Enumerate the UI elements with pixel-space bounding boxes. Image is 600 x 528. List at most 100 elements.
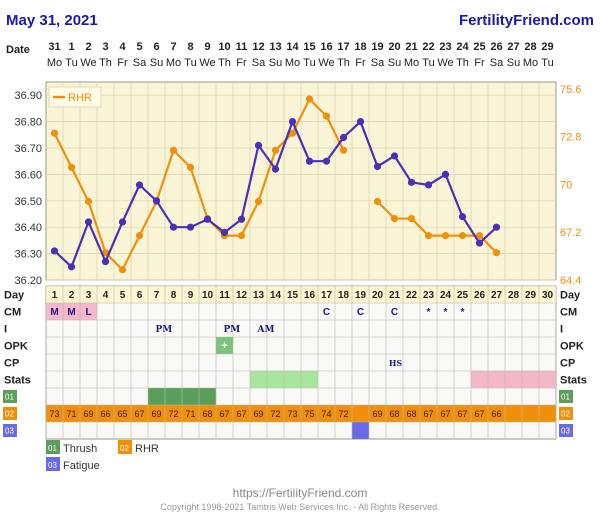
temp-point xyxy=(169,223,178,231)
row-code-swatch-right xyxy=(559,407,573,420)
intercourse-entry: AM xyxy=(257,325,275,335)
weekday-label: Su xyxy=(507,57,520,69)
day-number: 11 xyxy=(219,290,230,301)
row-label-right: I xyxy=(560,324,563,336)
legend-code03-swatch xyxy=(46,457,60,471)
rhr-point xyxy=(458,232,467,240)
date-number: 16 xyxy=(320,41,332,53)
temp-point xyxy=(322,157,331,165)
weekday-label: Tu xyxy=(541,57,553,69)
footer-copyright: Copyright 1998-2021 Tamtris Web Services… xyxy=(160,502,440,512)
temp-point xyxy=(407,178,416,186)
rhr-code-value: 71 xyxy=(185,409,195,419)
temp-point xyxy=(271,165,280,173)
date-number: 9 xyxy=(204,41,210,53)
row-label-right: OPK xyxy=(560,341,584,353)
temp-point xyxy=(152,197,161,205)
rhr-point xyxy=(407,214,416,223)
day-number: 24 xyxy=(440,290,452,301)
rhr-code-value: 67 xyxy=(440,409,450,419)
row-label-right: Day xyxy=(560,290,581,302)
legend-fatigue-label: Fatigue xyxy=(63,460,100,472)
date-number: 10 xyxy=(218,41,230,53)
day-number: 22 xyxy=(406,290,418,301)
rhr-point xyxy=(305,95,314,103)
date-number: 22 xyxy=(422,41,434,53)
row-code-label-left: 01 xyxy=(5,393,14,402)
date-number: 12 xyxy=(252,41,264,53)
temp-point xyxy=(424,181,433,189)
date-number: 15 xyxy=(303,41,315,53)
temp-point xyxy=(288,118,297,126)
weekday-label: We xyxy=(318,57,334,69)
legend-rhr-label: RHR xyxy=(68,92,92,104)
temp-point xyxy=(84,218,93,226)
weekday-label: Th xyxy=(456,57,469,69)
weekday-label: We xyxy=(437,57,453,69)
weekday-label: Tu xyxy=(65,57,77,69)
temp-tick-label: 36.80 xyxy=(14,117,42,129)
date-number: 17 xyxy=(337,41,349,53)
date-number: 4 xyxy=(119,41,126,53)
rhr-code-value: 65 xyxy=(117,409,127,419)
weekday-label: Sa xyxy=(371,57,385,69)
rhr-code-value: 67 xyxy=(219,409,229,419)
temp-tick-label: 36.70 xyxy=(14,143,42,155)
temp-point xyxy=(101,257,110,266)
weekday-label: Mo xyxy=(404,57,419,69)
rhr-point xyxy=(390,214,399,223)
weekday-label: We xyxy=(80,57,96,69)
stats-cell-green xyxy=(301,371,318,388)
day-number: 1 xyxy=(52,290,58,301)
date-number: 1 xyxy=(68,41,74,53)
day-number: 28 xyxy=(508,290,520,301)
day-number: 30 xyxy=(542,290,554,301)
day-number: 4 xyxy=(103,290,109,301)
stats-cell-pink xyxy=(522,371,539,388)
rhr-point xyxy=(441,232,450,240)
temp-point xyxy=(135,181,144,189)
rhr-point xyxy=(373,197,382,206)
thrush-cell xyxy=(182,388,199,405)
temp-point xyxy=(186,223,195,231)
weekday-label: Fr xyxy=(474,57,485,69)
rhr-tick-label: 72.8 xyxy=(560,132,581,144)
rhr-code-value: 75 xyxy=(304,409,314,419)
opk-entry: + xyxy=(221,340,227,352)
site-title: FertilityFriend.com xyxy=(458,12,594,29)
temp-point xyxy=(390,152,399,160)
day-number: 26 xyxy=(474,290,486,301)
day-number: 9 xyxy=(188,290,194,301)
stats-cell-green xyxy=(250,371,267,388)
opk-cell-positive xyxy=(216,337,233,354)
day-number: 2 xyxy=(69,290,75,301)
day-number: 7 xyxy=(154,290,160,301)
date-number: 31 xyxy=(48,41,60,53)
date-number: 19 xyxy=(371,41,383,53)
weekday-label: Th xyxy=(218,57,231,69)
rhr-point xyxy=(492,249,501,257)
rhr-point xyxy=(339,146,348,154)
rhr-code-value: 69 xyxy=(83,409,93,419)
thrush-cell xyxy=(199,388,216,405)
temp-point xyxy=(492,223,501,231)
row-label-left: OPK xyxy=(4,341,28,353)
rhr-point xyxy=(424,232,433,240)
rhr-code-value: 68 xyxy=(202,409,212,419)
cm-entry: M xyxy=(67,307,75,318)
day-number: 5 xyxy=(120,290,126,301)
date-number: 13 xyxy=(269,41,281,53)
footer-url[interactable]: https://FertilityFriend.com xyxy=(232,486,368,500)
rhr-code-value: 72 xyxy=(338,409,348,419)
day-number: 17 xyxy=(321,290,333,301)
legend-code01-swatch xyxy=(46,440,60,454)
date-number: 26 xyxy=(490,41,502,53)
day-number: 19 xyxy=(355,290,367,301)
day-number: 20 xyxy=(372,290,384,301)
weekday-label: Mo xyxy=(285,57,300,69)
cm-entry: M xyxy=(50,307,58,318)
rhr-code-value: 67 xyxy=(134,409,144,419)
weekday-label: We xyxy=(199,57,215,69)
day-number: 21 xyxy=(389,290,401,301)
rhr-point xyxy=(237,232,246,240)
